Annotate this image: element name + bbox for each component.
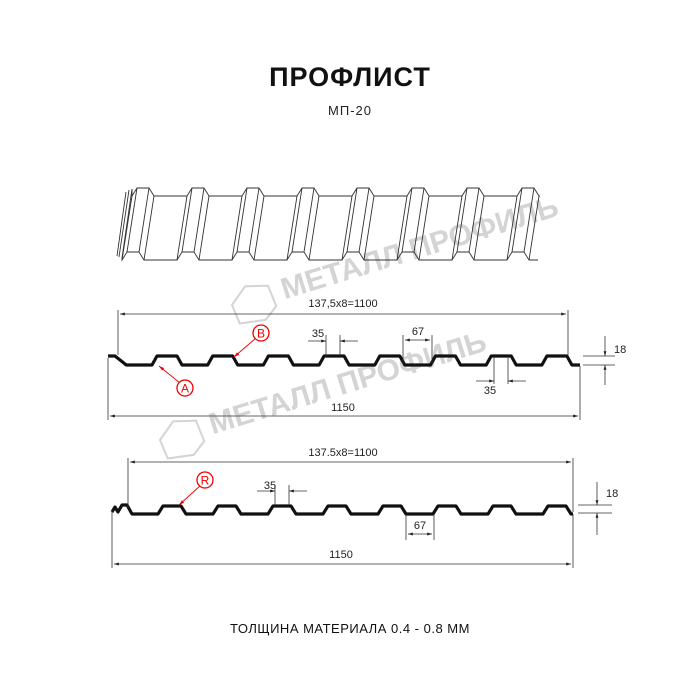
profile-1: 137,5x8=1100 35 67 35 18 1150 A B: [107, 298, 626, 420]
sheet-bottom-edge: [121, 251, 538, 262]
sheet-left-edge: [116, 188, 133, 259]
dim-pitch: 137.5x8=1100: [308, 447, 377, 459]
dim-height: 18: [614, 344, 626, 356]
dim-bottom-width: 35: [484, 385, 496, 397]
sheet-rib-edge: [511, 187, 523, 253]
sheet-top-edge: [131, 187, 540, 198]
sheet-rib-edge: [291, 187, 303, 253]
sheet-rib-edge: [126, 187, 138, 253]
sheet-rib-edge: [248, 187, 260, 253]
watermark-text: МЕТАЛЛ ПРОФИЛЬ: [205, 325, 490, 441]
profile-1-shape: [108, 354, 580, 367]
material-thickness: ТОЛЩИНА МАТЕРИАЛА 0.4 - 0.8 ММ: [230, 621, 470, 636]
page-title: ПРОФЛИСТ: [269, 62, 431, 92]
profile-2-shape: [110, 503, 573, 516]
svg-text:A: A: [181, 382, 189, 396]
watermark-2: МЕТАЛЛ ПРОФИЛЬ: [158, 325, 490, 460]
sheet-rib-edge: [236, 187, 248, 253]
page-subtitle: МП-20: [328, 103, 372, 118]
sheet-rib-edge: [308, 195, 320, 261]
sheet-rib-edge: [401, 187, 413, 253]
marker-r: R: [178, 471, 214, 506]
dim-total-width: 1150: [331, 402, 355, 414]
sheet-rib-edge: [303, 187, 315, 253]
dim-trough-width: 67: [414, 520, 426, 532]
sheet-rib-edge: [468, 187, 480, 253]
dim-height: 18: [606, 488, 618, 500]
sheet-rib-edge: [346, 187, 358, 253]
svg-text:B: B: [257, 327, 265, 341]
marker-a: A: [158, 365, 194, 397]
sheet-rib-edge: [231, 195, 243, 261]
dim-trough-width: 67: [412, 326, 424, 338]
sheet-rib-edge: [358, 187, 370, 253]
dim-top-width: 35: [312, 328, 324, 340]
marker-b: B: [233, 324, 270, 358]
sheet-rib-edge: [193, 187, 205, 253]
sheet-rib-edge: [143, 195, 155, 261]
dim-top-width: 35: [264, 480, 276, 492]
sheet-rib-edge: [528, 195, 540, 261]
sheet-3d-view: [116, 187, 540, 262]
sheet-rib-edge: [523, 187, 535, 253]
sheet-rib-edge: [473, 195, 485, 261]
sheet-rib-edge: [181, 187, 193, 253]
watermark-1: МЕТАЛЛ ПРОФИЛЬ: [230, 190, 562, 325]
sheet-rib-edge: [506, 195, 518, 261]
sheet-rib-edge: [286, 195, 298, 261]
sheet-rib-edge: [456, 187, 468, 253]
sheet-rib-edge: [138, 187, 150, 253]
sheet-rib-edge: [413, 187, 425, 253]
dim-pitch: 137,5x8=1100: [308, 298, 377, 310]
watermark-text: МЕТАЛЛ ПРОФИЛЬ: [277, 190, 562, 306]
sheet-rib-edge: [451, 195, 463, 261]
sheet-rib-edge: [341, 195, 353, 261]
sheet-rib-edge: [198, 195, 210, 261]
sheet-rib-edge: [396, 195, 408, 261]
sheet-rib-edge: [253, 195, 265, 261]
profile-2: 137.5x8=1100 35 67 18 1150 R: [110, 447, 618, 568]
sheet-rib-edge: [176, 195, 188, 261]
dim-total-width: 1150: [329, 549, 353, 561]
sheet-rib-edge: [418, 195, 430, 261]
sheet-rib-edge: [363, 195, 375, 261]
svg-text:R: R: [201, 474, 210, 488]
